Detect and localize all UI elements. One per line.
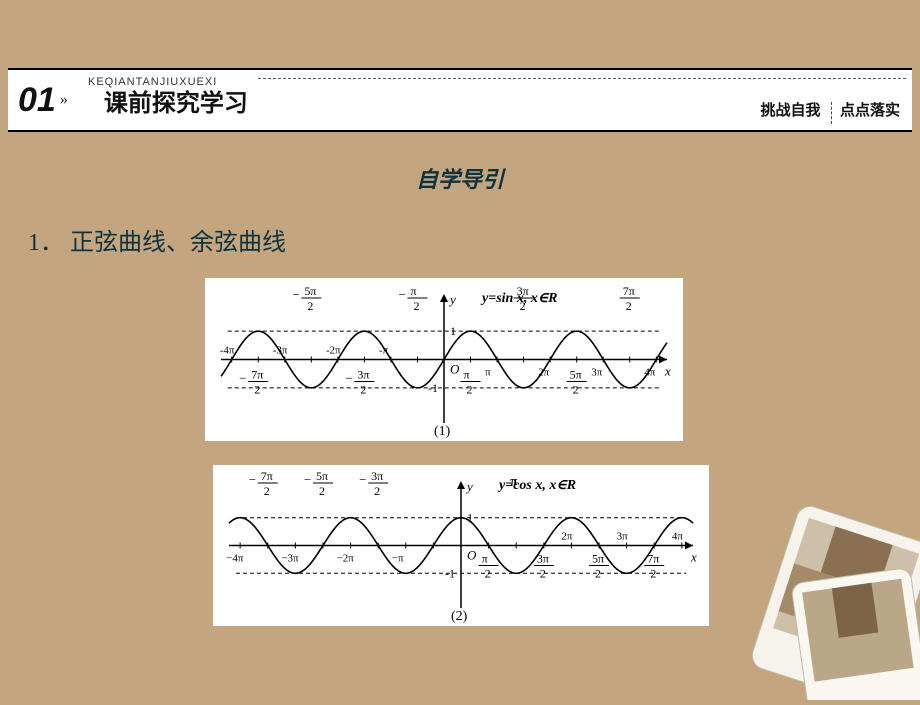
svg-text:5π: 5π xyxy=(316,469,328,483)
svg-text:7π: 7π xyxy=(647,552,659,566)
header-right-a: 挑战自我 xyxy=(760,103,820,119)
svg-text:2: 2 xyxy=(626,299,632,313)
svg-text:5π: 5π xyxy=(570,368,582,382)
svg-text:3π: 3π xyxy=(371,469,383,483)
sine-graph: yxO1-1y=sin x, x∈R(1)-4π-3π-2π-ππ2π3π4π−… xyxy=(205,278,683,441)
svg-text:π: π xyxy=(510,473,517,488)
svg-text:-3π: -3π xyxy=(273,345,288,357)
svg-text:−: − xyxy=(292,287,299,302)
svg-text:−: − xyxy=(359,472,366,487)
svg-text:3π: 3π xyxy=(537,552,549,566)
list-number: 1． xyxy=(28,230,64,256)
svg-text:-2π: -2π xyxy=(326,345,341,357)
cosine-graph: yxO1-1y=cos x, x∈R(2)−7π2−5π2−3π2π−4π−3π… xyxy=(213,465,709,626)
svg-text:2π: 2π xyxy=(561,531,573,543)
svg-text:3π: 3π xyxy=(591,367,603,379)
svg-text:3π: 3π xyxy=(357,368,369,382)
header-dashed-line xyxy=(258,78,906,79)
photo-stack-decoration xyxy=(720,460,920,700)
svg-text:O: O xyxy=(450,362,460,377)
svg-text:2: 2 xyxy=(319,484,325,498)
svg-text:−2π: −2π xyxy=(337,553,355,565)
header-pinyin: KEQIANTANJIUXUEXI xyxy=(88,76,217,88)
subtitle: 自学导引 xyxy=(0,162,920,194)
svg-text:(2): (2) xyxy=(451,609,468,624)
svg-text:π: π xyxy=(482,552,488,566)
svg-text:2π: 2π xyxy=(538,367,550,379)
svg-text:2: 2 xyxy=(467,383,473,397)
figure-sine: yxO1-1y=sin x, x∈R(1)-4π-3π-2π-ππ2π3π4π−… xyxy=(205,278,683,441)
svg-text:−: − xyxy=(249,472,256,487)
header-right-text: 挑战自我 点点落实 xyxy=(760,99,900,120)
svg-text:x: x xyxy=(690,550,697,565)
svg-text:y: y xyxy=(448,292,456,307)
svg-text:5π: 5π xyxy=(592,552,604,566)
list-text: 正弦曲线、余弦曲线 xyxy=(70,230,286,256)
svg-text:π: π xyxy=(410,284,416,298)
svg-text:π: π xyxy=(485,367,491,379)
svg-text:1: 1 xyxy=(467,511,473,525)
svg-text:−π: −π xyxy=(392,553,404,565)
list-item-1: 1． 正弦曲线、余弦曲线 xyxy=(28,222,286,257)
svg-text:4π: 4π xyxy=(644,367,656,379)
svg-text:-1: -1 xyxy=(445,566,455,580)
svg-text:1: 1 xyxy=(450,324,456,338)
svg-text:−: − xyxy=(398,287,405,302)
svg-text:5π: 5π xyxy=(304,284,316,298)
figure-cosine: yxO1-1y=cos x, x∈R(2)−7π2−5π2−3π2π−4π−3π… xyxy=(213,465,709,626)
section-number: 01 xyxy=(18,81,56,120)
svg-text:2: 2 xyxy=(650,567,656,581)
svg-text:-4π: -4π xyxy=(220,345,235,357)
svg-text:7π: 7π xyxy=(623,284,635,298)
svg-text:7π: 7π xyxy=(261,469,273,483)
svg-text:−: − xyxy=(345,371,352,386)
svg-text:-1: -1 xyxy=(428,381,438,395)
svg-text:−: − xyxy=(304,472,311,487)
svg-text:2: 2 xyxy=(413,299,419,313)
svg-text:O: O xyxy=(467,548,477,563)
svg-text:2: 2 xyxy=(264,484,270,498)
svg-text:4π: 4π xyxy=(672,531,684,543)
svg-text:x: x xyxy=(664,364,671,379)
svg-text:2: 2 xyxy=(254,383,260,397)
svg-text:2: 2 xyxy=(360,383,366,397)
svg-text:2: 2 xyxy=(595,567,601,581)
svg-text:3π: 3π xyxy=(517,284,529,298)
header-bar: 01 » KEQIANTANJIUXUEXI 课前探究学习 挑战自我 点点落实 xyxy=(8,68,912,132)
svg-text:2: 2 xyxy=(307,299,313,313)
svg-text:2: 2 xyxy=(374,484,380,498)
svg-text:2: 2 xyxy=(485,567,491,581)
svg-text:2: 2 xyxy=(540,567,546,581)
svg-text:−3π: −3π xyxy=(281,553,299,565)
chevron-icon: » xyxy=(60,91,66,109)
svg-text:3π: 3π xyxy=(617,531,629,543)
svg-text:(1): (1) xyxy=(434,424,451,439)
svg-text:2: 2 xyxy=(520,299,526,313)
svg-text:−: − xyxy=(239,371,246,386)
header-right-b: 点点落实 xyxy=(840,103,900,119)
svg-text:-π: -π xyxy=(379,345,389,357)
svg-text:y: y xyxy=(465,479,473,494)
svg-text:−4π: −4π xyxy=(226,553,244,565)
svg-text:y=cos x, x∈R: y=cos x, x∈R xyxy=(497,478,576,493)
svg-text:7π: 7π xyxy=(251,368,263,382)
svg-text:2: 2 xyxy=(573,383,579,397)
svg-text:π: π xyxy=(464,368,470,382)
